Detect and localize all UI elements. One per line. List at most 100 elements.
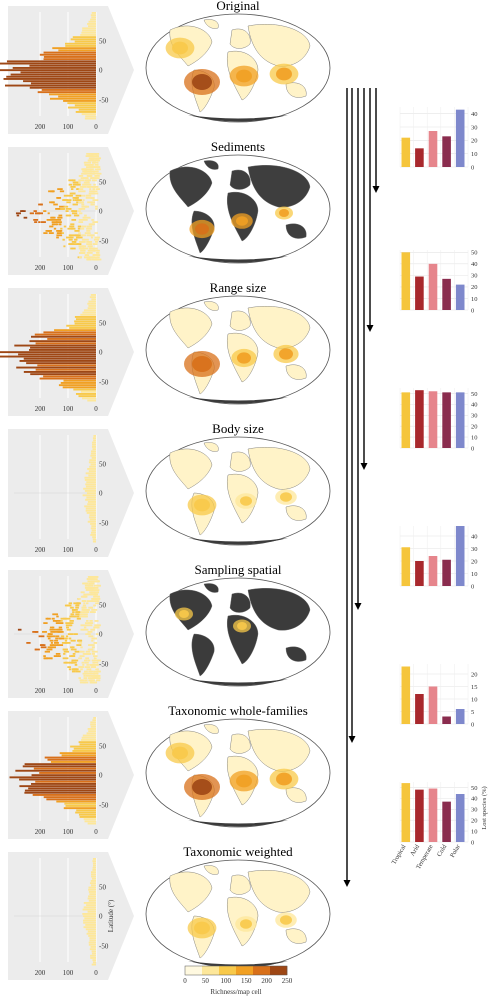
hist-bar — [78, 179, 85, 182]
hist-bar — [82, 664, 85, 666]
hist-ytick: 0 — [99, 490, 103, 498]
hist-bar — [72, 750, 96, 752]
hist-bar — [84, 479, 96, 481]
hist-bar — [87, 503, 96, 506]
hist-bar — [82, 29, 96, 32]
hist-bar — [81, 739, 96, 741]
hist-bar — [85, 650, 91, 653]
colorbar-tick: 0 — [183, 977, 187, 985]
hist-bar — [84, 917, 96, 920]
hist-bar — [68, 668, 72, 671]
continent-australia — [285, 928, 307, 944]
hist-bar — [55, 208, 60, 210]
hist-bar — [93, 183, 96, 186]
continent-greenland — [203, 160, 219, 170]
hist-bar — [88, 886, 96, 889]
hist-bar — [87, 179, 92, 182]
hist-bar — [93, 439, 96, 442]
hist-bar — [38, 221, 41, 223]
hist-bar — [51, 221, 58, 223]
hist-bar — [55, 622, 59, 624]
hist-bar — [74, 238, 78, 241]
panel-title: Taxonomic whole-families — [168, 703, 308, 718]
hist-bar — [32, 794, 96, 796]
continent-antarctica — [188, 115, 288, 122]
hist-bar — [70, 188, 74, 190]
hist-bar — [60, 635, 65, 638]
hist-bar — [83, 615, 86, 618]
hist-bar — [92, 188, 96, 190]
hist-bar — [85, 485, 96, 488]
hist-bar — [56, 800, 96, 803]
continent-europe — [229, 733, 251, 754]
hist-bar — [45, 617, 49, 620]
richness-hotspot — [276, 67, 292, 81]
hist-bar — [46, 798, 96, 801]
hist-bar — [47, 338, 96, 340]
world-map — [145, 154, 331, 264]
hist-bar — [95, 670, 101, 673]
hist-bar — [94, 664, 99, 666]
hist-bar — [86, 234, 93, 237]
hist-bar — [65, 805, 96, 807]
hist-bar — [83, 919, 96, 922]
hist-bar — [90, 14, 96, 17]
bar-ytick: 0 — [471, 839, 474, 846]
panel-3: 200 100 0 50 0 -50 Range size — [0, 280, 331, 416]
hist-bar — [88, 170, 95, 173]
hist-bar — [94, 166, 101, 168]
bar-ytick: 15 — [471, 684, 478, 691]
hist-bar — [95, 161, 99, 164]
hist-bar — [87, 580, 93, 583]
hist-bar — [83, 593, 90, 596]
hist-bar — [44, 650, 51, 653]
hist-bar — [86, 620, 89, 622]
hist-bar — [86, 589, 91, 591]
hist-bar — [87, 624, 93, 627]
hist-bar — [54, 642, 59, 644]
hist-bar — [20, 71, 96, 74]
hist-ytick: 0 — [99, 208, 103, 216]
hist-bar — [46, 219, 53, 221]
bar-xtick: Cold — [436, 843, 449, 858]
hist-bar — [66, 236, 72, 239]
hist-bar — [47, 646, 53, 649]
hist-bar — [50, 190, 55, 193]
hist-bar — [83, 906, 96, 909]
hist-bar — [70, 646, 73, 649]
hist-bar — [85, 254, 88, 256]
hist-ytick: -50 — [99, 97, 109, 105]
hist-bar — [84, 666, 91, 668]
continent-europe — [229, 874, 251, 895]
hist-bar — [94, 624, 100, 627]
hist-bar — [74, 322, 96, 325]
hist-bar — [86, 153, 90, 155]
hist-bar — [70, 661, 77, 664]
hist-bar — [76, 644, 82, 646]
hist-bar — [78, 190, 82, 193]
hist-bar — [75, 318, 96, 321]
hist-bar — [88, 20, 96, 23]
hist-bar — [87, 501, 96, 503]
hist-bar — [93, 657, 97, 660]
hist-bar — [23, 371, 97, 373]
hist-bar — [55, 637, 59, 640]
hist-bar — [91, 256, 98, 259]
hist-bar — [59, 230, 63, 232]
hist-bar — [58, 637, 65, 640]
hist-bar — [73, 241, 77, 243]
hist-bar — [58, 95, 96, 98]
hist-bar — [84, 161, 88, 164]
colorbar-tick: 250 — [282, 977, 293, 985]
hist-bar — [29, 86, 96, 89]
hist-ytick: 0 — [99, 913, 103, 921]
hist-bar — [78, 201, 83, 204]
hist-bar — [65, 45, 96, 47]
hist-bar — [70, 234, 76, 237]
hist-ytick: 50 — [99, 461, 107, 469]
hist-bar — [81, 190, 86, 193]
hist-bar — [88, 247, 94, 250]
hist-bar — [87, 232, 91, 234]
hist-bar — [84, 256, 90, 259]
hist-bar — [47, 637, 51, 640]
